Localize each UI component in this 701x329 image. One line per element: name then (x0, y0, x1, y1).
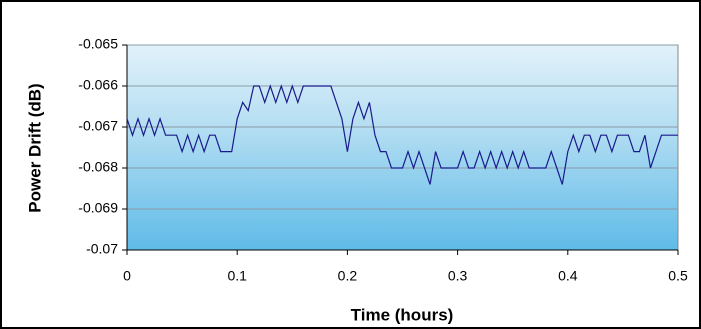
y-tick-label: -0.068 (78, 159, 118, 175)
y-tick-label: -0.066 (78, 77, 118, 93)
x-tick-label: 0.1 (227, 268, 247, 284)
y-axis-title: Power Drift (dB) (25, 83, 44, 212)
x-tick-label: 0.5 (668, 268, 688, 284)
y-tick-label: -0.067 (78, 118, 118, 134)
x-axis-title: Time (hours) (351, 305, 454, 324)
x-tick-label: 0.4 (558, 268, 578, 284)
data-line (126, 84, 678, 185)
y-tick-label: -0.069 (78, 200, 118, 216)
x-tick-label: 0.3 (448, 268, 468, 284)
y-tick-label: -0.07 (86, 241, 118, 257)
x-tick-label: 0 (123, 268, 131, 284)
x-tick-label: 0.2 (338, 268, 358, 284)
y-tick-label: -0.065 (78, 36, 118, 52)
plot-area (126, 44, 679, 251)
